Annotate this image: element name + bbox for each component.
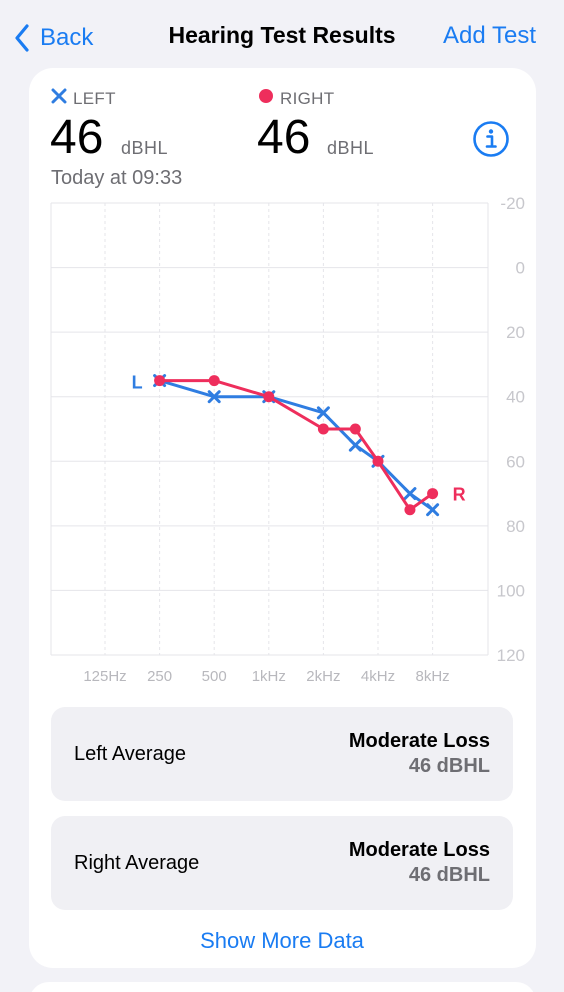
right-average-label: Right Average bbox=[74, 852, 200, 874]
left-data-point bbox=[403, 487, 417, 501]
right-data-point bbox=[317, 423, 329, 435]
right-average-status: Moderate Loss bbox=[348, 839, 490, 861]
left-average-label: Left Average bbox=[74, 743, 186, 765]
y-tick-label: 40 bbox=[506, 388, 525, 407]
info-button[interactable] bbox=[472, 120, 510, 158]
left-data-point bbox=[316, 406, 330, 420]
next-card bbox=[29, 982, 536, 992]
add-test-button[interactable]: Add Test bbox=[443, 22, 536, 49]
left-data-point bbox=[348, 438, 362, 452]
right-ear-header: RIGHT bbox=[258, 88, 334, 109]
right-data-point bbox=[427, 488, 439, 500]
right-data-point bbox=[154, 375, 166, 387]
x-tick-label: 250 bbox=[147, 668, 172, 685]
x-tick-label: 4kHz bbox=[361, 668, 395, 685]
show-more-data-button[interactable]: Show More Data bbox=[200, 928, 364, 953]
back-button[interactable]: Back bbox=[14, 18, 93, 58]
back-label: Back bbox=[40, 24, 94, 51]
left-average-status: Moderate Loss bbox=[348, 730, 490, 752]
series-label-right: R bbox=[453, 485, 466, 505]
series-line-l bbox=[159, 379, 434, 511]
audiogram-chart: -20 0 20 40 60 80 100 120 125Hz 250 500 1kHz 2kHz 4kH… bbox=[50, 194, 525, 685]
info-icon bbox=[473, 121, 509, 157]
right-ear-value: 46 bbox=[257, 111, 311, 164]
right-data-point bbox=[404, 504, 416, 516]
series-label-left: L bbox=[132, 373, 143, 393]
navigation-bar: Back Hearing Test Results Add Test bbox=[0, 0, 564, 72]
y-tick-label: 0 bbox=[516, 259, 525, 278]
page-title: Hearing Test Results bbox=[168, 22, 396, 48]
y-tick-label: -20 bbox=[500, 194, 525, 213]
right-data-point bbox=[372, 455, 384, 467]
left-ear-label: LEFT bbox=[73, 88, 116, 108]
left-data-point bbox=[426, 503, 440, 517]
x-tick-label: 1kHz bbox=[252, 668, 286, 685]
series-line-r bbox=[159, 379, 434, 512]
right-ear-label: RIGHT bbox=[280, 88, 335, 108]
y-tick-label: 60 bbox=[506, 452, 525, 471]
right-average-value: 46 dBHL bbox=[408, 864, 490, 886]
x-tick-label: 125Hz bbox=[83, 668, 126, 685]
x-tick-label: 500 bbox=[202, 668, 227, 685]
y-tick-label: 20 bbox=[506, 323, 525, 342]
left-ear-value: 46 bbox=[50, 111, 104, 164]
right-ear-unit: dBHL bbox=[327, 138, 375, 158]
left-data-point bbox=[207, 390, 221, 404]
left-ear-header: LEFT bbox=[51, 88, 116, 109]
chevron-left-icon bbox=[15, 24, 29, 52]
right-data-point bbox=[263, 391, 275, 403]
dot-icon bbox=[258, 88, 274, 109]
x-tick-label: 8kHz bbox=[416, 668, 450, 685]
cross-icon bbox=[51, 88, 67, 109]
right-data-point bbox=[208, 375, 220, 387]
left-ear-unit: dBHL bbox=[121, 138, 169, 158]
y-tick-label: 100 bbox=[497, 581, 525, 600]
right-average-row[interactable]: Right Average Moderate Loss 46 dBHL bbox=[51, 816, 513, 910]
y-tick-label: 120 bbox=[497, 646, 525, 665]
y-tick-label: 80 bbox=[506, 517, 525, 536]
x-tick-label: 2kHz bbox=[306, 668, 340, 685]
test-timestamp: Today at 09:33 bbox=[51, 167, 183, 189]
left-average-value: 46 dBHL bbox=[408, 755, 490, 777]
left-average-row[interactable]: Left Average Moderate Loss 46 dBHL bbox=[51, 707, 513, 801]
right-data-point bbox=[349, 423, 361, 435]
